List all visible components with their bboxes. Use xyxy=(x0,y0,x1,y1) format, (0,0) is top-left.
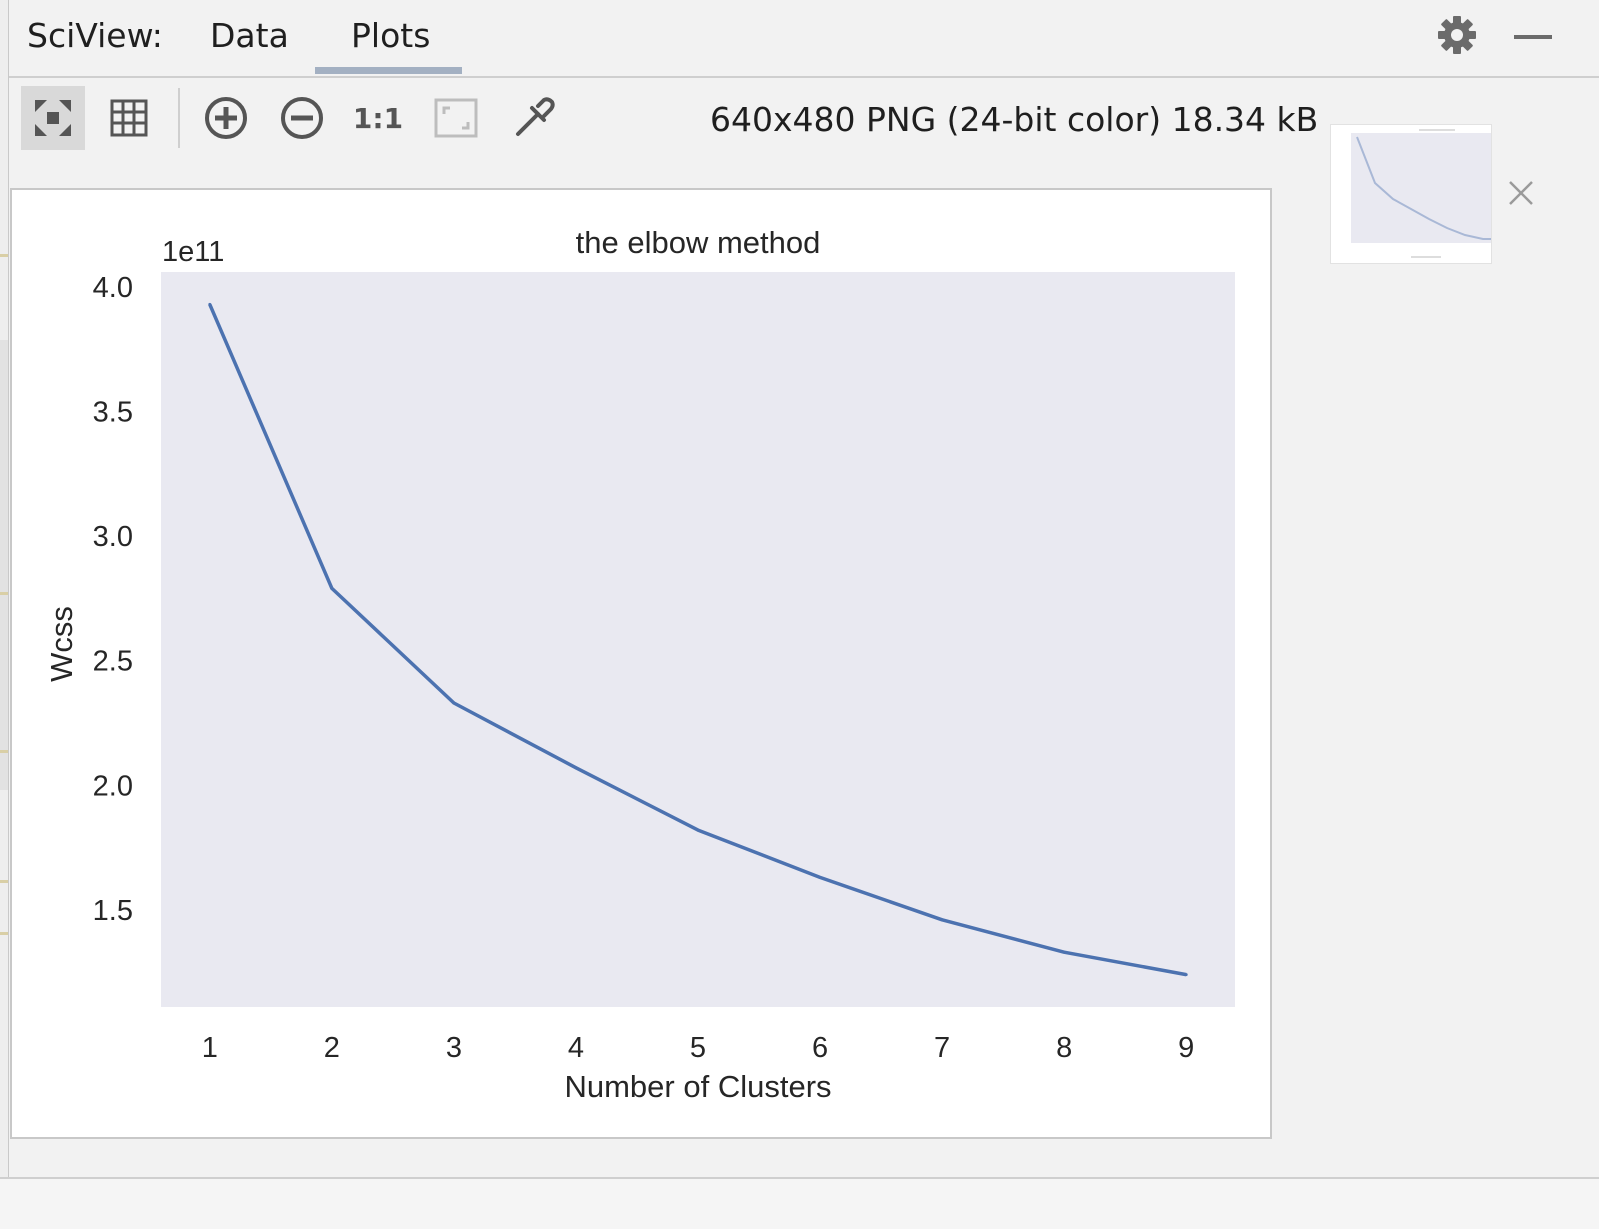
data-point xyxy=(940,918,944,922)
y-offset-label: 1e11 xyxy=(162,236,224,268)
color-picker-icon xyxy=(516,97,555,136)
fit-frame-button[interactable] xyxy=(424,86,488,150)
color-picker-button[interactable] xyxy=(502,86,566,150)
elbow-chart: the elbow method 1e11 Number of Clusters… xyxy=(44,225,1235,1104)
x-tick-label: 4 xyxy=(568,1032,584,1064)
data-point xyxy=(208,302,212,306)
data-point xyxy=(452,701,456,705)
y-tick-label: 3.5 xyxy=(93,397,133,429)
fit-frame-icon xyxy=(434,98,478,138)
sciview-header: SciView: Data Plots xyxy=(9,0,1599,78)
active-tab-indicator xyxy=(315,67,462,74)
actual-size-button[interactable]: 1:1 xyxy=(346,86,410,150)
data-point xyxy=(1062,950,1066,954)
minimize-icon[interactable] xyxy=(1514,28,1552,48)
data-point xyxy=(330,586,334,590)
y-tick-label: 4.0 xyxy=(93,272,133,304)
data-point xyxy=(1184,973,1188,977)
close-icon[interactable] xyxy=(1506,178,1536,208)
bottom-panel xyxy=(0,1179,1599,1229)
y-tick-label: 2.0 xyxy=(93,770,133,802)
zoom-in-button[interactable] xyxy=(194,86,258,150)
x-tick-label: 9 xyxy=(1178,1032,1194,1064)
bottom-divider xyxy=(0,1177,1599,1179)
x-tick-label: 7 xyxy=(934,1032,950,1064)
data-point xyxy=(696,828,700,832)
toolbar-separator xyxy=(178,88,180,148)
y-tick-label: 1.5 xyxy=(93,895,133,927)
x-tick-label: 6 xyxy=(812,1032,828,1064)
plot-thumbnail-image xyxy=(1351,129,1491,258)
plot-area xyxy=(161,272,1235,1007)
plot-thumbnail[interactable] xyxy=(1330,124,1492,264)
x-tick-label: 5 xyxy=(690,1032,706,1064)
grid-button[interactable] xyxy=(97,86,161,150)
y-tick-label: 3.0 xyxy=(93,521,133,553)
tab-data[interactable]: Data xyxy=(210,16,289,55)
data-point xyxy=(574,766,578,770)
x-tick-label: 2 xyxy=(324,1032,340,1064)
zoom-out-icon xyxy=(281,97,323,139)
x-tick-label: 3 xyxy=(446,1032,462,1064)
y-tick-label: 2.5 xyxy=(93,646,133,678)
editor-gutter xyxy=(0,0,9,1229)
plot-image-frame: the elbow method 1e11 Number of Clusters… xyxy=(10,188,1272,1139)
x-tick-label: 8 xyxy=(1056,1032,1072,1064)
zoom-in-icon xyxy=(205,97,247,139)
x-tick-label: 1 xyxy=(202,1032,218,1064)
grid-icon xyxy=(110,99,148,137)
fit-to-window-button[interactable] xyxy=(21,86,85,150)
data-point xyxy=(818,875,822,879)
y-axis-label: Wcss xyxy=(44,606,79,682)
tab-plots[interactable]: Plots xyxy=(351,16,431,55)
sciview-title: SciView: xyxy=(27,16,163,55)
x-axis-label: Number of Clusters xyxy=(564,1069,831,1104)
image-info: 640x480 PNG (24-bit color) 18.34 kB xyxy=(710,100,1319,139)
fit-to-window-icon xyxy=(35,100,71,136)
zoom-out-button[interactable] xyxy=(270,86,334,150)
gear-icon[interactable] xyxy=(1436,14,1478,56)
chart-title: the elbow method xyxy=(576,225,821,260)
actual-size-label: 1:1 xyxy=(352,101,404,135)
